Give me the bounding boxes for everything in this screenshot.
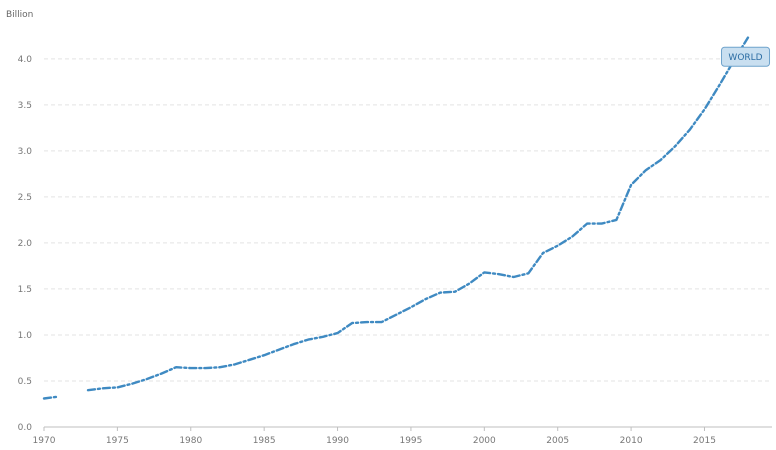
series-tags: WORLD [721,46,771,67]
y-tick-label: 1.5 [18,285,32,295]
y-tick-label: 3.0 [18,147,33,157]
x-tick-label: 1970 [33,436,56,446]
x-axis [43,426,772,431]
gridlines [44,58,772,382]
x-tick-label: 1980 [179,436,202,446]
y-tick-label: 0.5 [18,377,32,387]
x-tick-label: 1995 [399,436,422,446]
series-tag-label: WORLD [728,53,762,63]
series-lines [42,35,750,400]
y-tick-label: 1.0 [18,331,33,341]
y-tick-label: 0.0 [18,423,33,433]
x-tick-label: 2000 [473,436,496,446]
x-tick-label: 1975 [106,436,129,446]
x-tick-label: 2005 [546,436,569,446]
x-tick-label: 1990 [326,436,349,446]
series-tag-world[interactable]: WORLD [721,46,771,67]
y-tick-label: 2.0 [18,239,33,249]
series-line-world[interactable] [42,35,750,400]
x-axis-tick-labels: 1970 1975 1980 1985 1990 1995 2000 2005 2010 2015 [33,436,716,446]
x-tick-label: 1985 [253,436,276,446]
x-tick-label: 2010 [620,436,643,446]
x-tick-label: 2015 [693,436,716,446]
series-tag-box [721,46,771,67]
y-axis-tick-labels: 0.0 0.5 1.0 1.5 2.0 2.5 3.0 3.5 4.0 [18,55,33,433]
y-tick-label: 2.5 [18,193,32,203]
y-tick-label: 3.5 [18,101,32,111]
y-tick-label: 4.0 [18,55,33,65]
y-axis-unit-label: Billion [6,10,33,20]
